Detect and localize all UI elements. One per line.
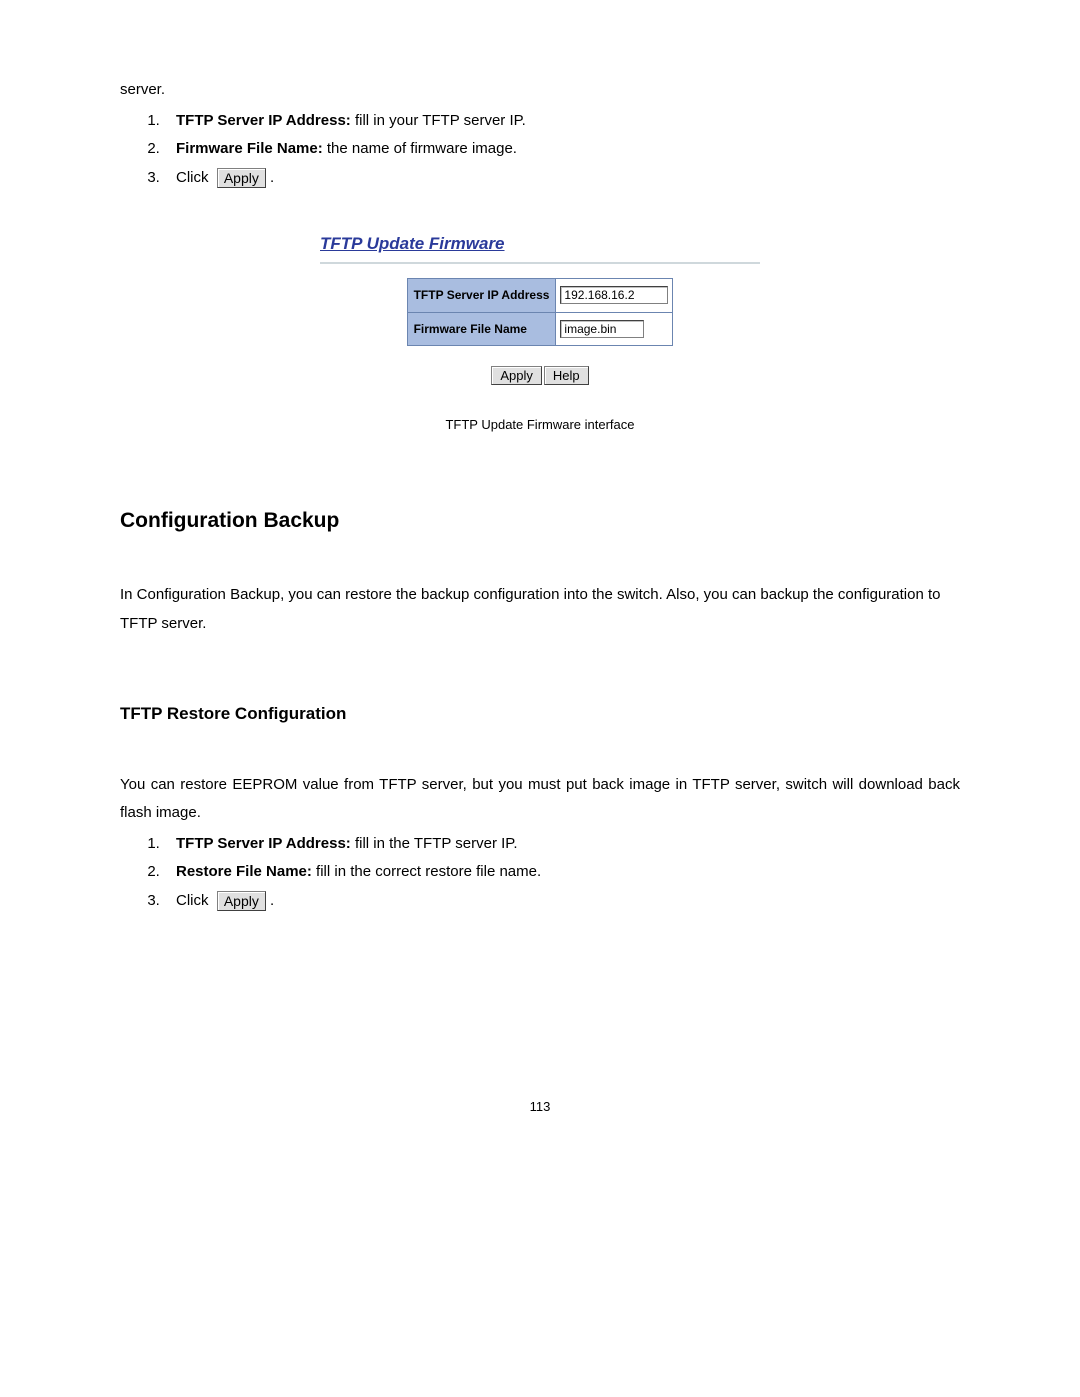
table-row: TFTP Server IP Address [407, 279, 673, 313]
firmware-name-cell [556, 312, 673, 346]
item-desc: fill in your TFTP server IP. [351, 112, 526, 129]
page-number: 113 [120, 1095, 960, 1120]
intro-instruction-list: TFTP Server IP Address: fill in your TFT… [120, 107, 960, 193]
item-label: Restore File Name: [176, 863, 312, 880]
item-desc: fill in the TFTP server IP. [351, 835, 518, 852]
list-item: TFTP Server IP Address: fill in the TFTP… [164, 830, 960, 859]
item-desc: fill in the correct restore file name. [312, 863, 541, 880]
tftp-ip-cell [556, 279, 673, 313]
restore-instruction-list: TFTP Server IP Address: fill in the TFTP… [120, 830, 960, 916]
firmware-name-label: Firmware File Name [407, 312, 556, 346]
table-row: Firmware File Name [407, 312, 673, 346]
item-label: Firmware File Name: [176, 140, 323, 157]
list-item: Restore File Name: fill in the correct r… [164, 858, 960, 887]
list-item: Firmware File Name: the name of firmware… [164, 135, 960, 164]
tftp-restore-body: You can restore EEPROM value from TFTP s… [120, 771, 960, 828]
config-backup-heading: Configuration Backup [120, 501, 960, 541]
click-word: Click [176, 892, 209, 909]
document-page: server. TFTP Server IP Address: fill in … [0, 0, 1080, 1160]
tftp-ip-label: TFTP Server IP Address [407, 279, 556, 313]
item-label: TFTP Server IP Address: [176, 835, 351, 852]
apply-inline-button: Apply [217, 891, 266, 911]
tftp-form-table: TFTP Server IP Address Firmware File Nam… [407, 278, 674, 346]
figure-caption: TFTP Update Firmware interface [120, 413, 960, 438]
list-item: TFTP Server IP Address: fill in your TFT… [164, 107, 960, 136]
click-word: Click [176, 169, 209, 186]
tftp-restore-heading: TFTP Restore Configuration [120, 698, 960, 730]
period: . [270, 892, 274, 909]
help-button[interactable]: Help [544, 366, 589, 385]
figure-title: TFTP Update Firmware [320, 228, 760, 264]
period: . [270, 169, 274, 186]
firmware-name-input[interactable] [560, 320, 644, 338]
server-line: server. [120, 76, 960, 105]
tftp-firmware-figure: TFTP Update Firmware TFTP Server IP Addr… [308, 220, 772, 405]
list-item: Click Apply . [164, 164, 960, 193]
apply-button[interactable]: Apply [491, 366, 542, 385]
config-backup-body: In Configuration Backup, you can restore… [120, 581, 960, 638]
item-desc: the name of firmware image. [323, 140, 517, 157]
list-item: Click Apply . [164, 887, 960, 916]
apply-inline-button: Apply [217, 168, 266, 188]
tftp-ip-input[interactable] [560, 286, 668, 304]
figure-button-row: ApplyHelp [320, 362, 760, 391]
item-label: TFTP Server IP Address: [176, 112, 351, 129]
